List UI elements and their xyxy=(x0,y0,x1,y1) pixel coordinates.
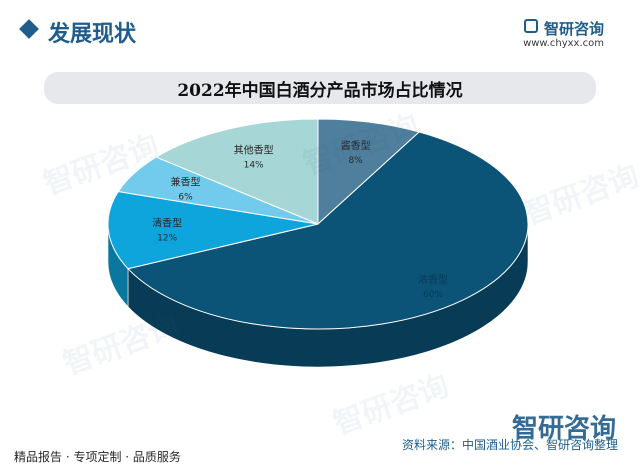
slice-value-3: 6% xyxy=(178,193,193,203)
pie-slice-1 xyxy=(127,131,529,330)
footer-tags: 精品报告 · 专项定制 · 品质服务 xyxy=(14,450,181,464)
brand-name: 智研咨询 xyxy=(543,20,604,38)
slice-value-2: 12% xyxy=(157,234,177,244)
brand-logo-icon xyxy=(524,19,538,33)
pie-slice-4 xyxy=(155,118,319,225)
footer-brand: 智研咨询 xyxy=(511,414,616,444)
chart-title: 2022年中国白酒分产品市场占比情况 xyxy=(44,72,596,104)
slice-value-0: 8% xyxy=(348,156,363,166)
source-note: 资料来源：中国酒业协会、智研咨询整理 xyxy=(401,438,618,452)
footer: 智研咨询 精品报告 · 专项定制 · 品质服务 资料来源：中国酒业协会、智研咨询… xyxy=(0,414,640,472)
diamond-icon xyxy=(19,19,39,39)
site-url[interactable]: www.chyxx.com xyxy=(523,38,604,49)
pie-slice-2 xyxy=(107,191,319,270)
slice-label-2: 清香型 xyxy=(152,217,182,230)
pie-slice-0 xyxy=(317,118,421,226)
pie-chart: 酱香型 8% 浓香型 60% 清香型 12% 兼香型 6% 其他香型 14% xyxy=(107,118,529,368)
slice-label-1: 浓香型 xyxy=(418,273,448,286)
section-title: 发展现状 xyxy=(48,22,137,47)
slice-value-4: 14% xyxy=(244,161,264,171)
header: 发展现状 智研咨询 www.chyxx.com xyxy=(0,0,640,64)
slice-value-1: 60% xyxy=(423,290,443,300)
slice-label-0: 酱香型 xyxy=(341,139,371,152)
slice-label-4: 其他香型 xyxy=(234,144,274,157)
slice-label-3: 兼香型 xyxy=(171,176,201,189)
